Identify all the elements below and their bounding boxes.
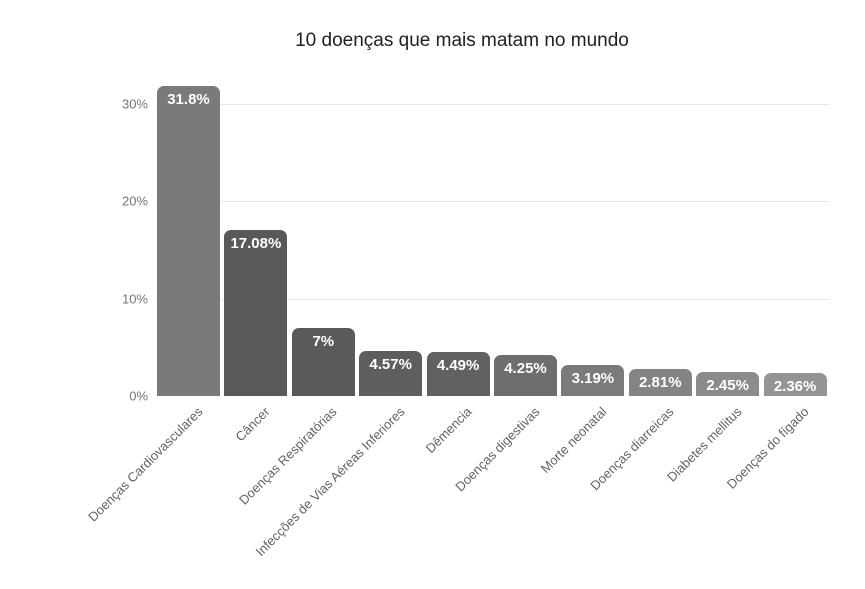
bar-9: 2.36% — [763, 373, 827, 396]
y-tick-label-0%: 0% — [129, 388, 148, 404]
bar-4: 4.49% — [426, 352, 490, 396]
y-tick-label-30%: 30% — [121, 96, 148, 112]
bar-7: 2.81% — [628, 368, 692, 396]
bar-value-label: 3.19% — [571, 369, 615, 387]
bar-value-label: 4.57% — [369, 356, 412, 374]
bar-value-label: 2.36% — [773, 378, 817, 396]
bar-5: 4.25% — [494, 354, 557, 396]
x-category-label-9: Doenças do fígado — [723, 404, 812, 492]
bar-value-label: 4.49% — [436, 357, 480, 375]
bar-2: 7% — [291, 327, 355, 396]
bar-1: 17.08% — [224, 229, 288, 396]
plot-area: 31.8% 17.08% 7% 4.57% 4.49% 4.25% 3.19% 2.81% 2.… — [155, 0, 830, 396]
bar-value-label: 7% — [312, 332, 335, 350]
bar-value-label: 2.45% — [706, 377, 749, 395]
bar-6: 3.19% — [561, 364, 625, 396]
bar-value-label: 31.8% — [167, 91, 210, 109]
chart-title: 10 doenças que mais matam no mundo — [295, 30, 629, 51]
bar-0: 31.8% — [157, 86, 220, 396]
gridline-30% — [155, 103, 830, 105]
gridline-20% — [155, 201, 830, 203]
y-tick-label-10%: 10% — [121, 291, 148, 307]
bar-value-label: 2.81% — [639, 373, 682, 391]
bar-value-label: 17.08% — [230, 234, 282, 252]
y-tick-label-20%: 20% — [121, 193, 148, 209]
gridline-10% — [155, 298, 830, 300]
bar-value-label: 4.25% — [504, 359, 547, 377]
bar-3: 4.57% — [359, 351, 423, 396]
bar-8: 2.45% — [696, 372, 760, 396]
